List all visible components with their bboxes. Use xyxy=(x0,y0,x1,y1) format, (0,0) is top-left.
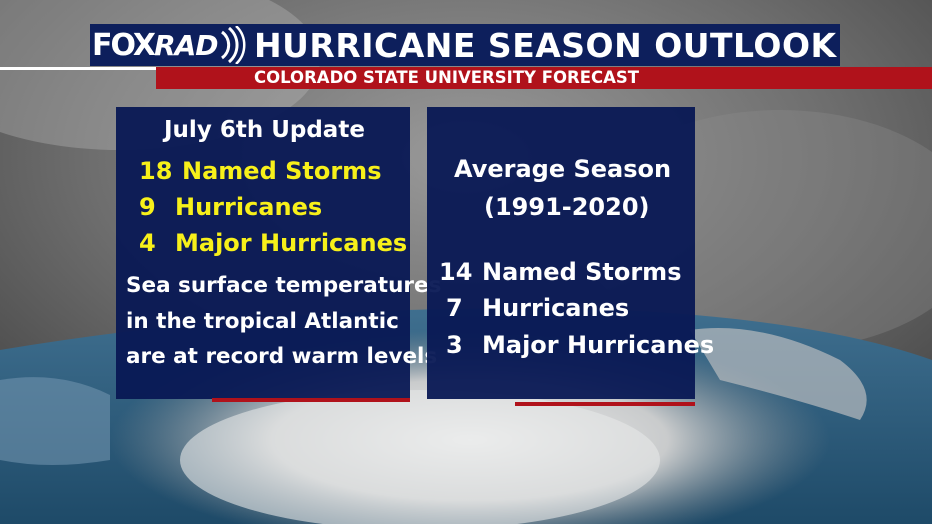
forecast-note-line: are at record warm levels xyxy=(126,344,438,369)
average-period: (1991-2020) xyxy=(484,193,650,221)
forecast-panel xyxy=(116,107,410,399)
average-hurricanes-value: 7 xyxy=(446,294,463,322)
logo-fox-text: FOX xyxy=(92,27,156,63)
forecast-named-storms-label: Named Storms xyxy=(182,157,382,185)
average-panel xyxy=(427,107,695,399)
average-heading: Average Season xyxy=(454,155,672,183)
forecast-named-storms-value: 18 xyxy=(139,157,173,185)
logo-rad-text: RAD xyxy=(154,28,218,62)
page-subtitle: COLORADO STATE UNIVERSITY FORECAST xyxy=(254,68,640,87)
forecast-major-hurricanes-value: 4 xyxy=(139,229,156,257)
subtitle-bar xyxy=(156,67,932,89)
foxrad-logo: FOX RAD xyxy=(92,26,254,64)
header-divider-line xyxy=(0,67,160,70)
forecast-major-hurricanes-label: Major Hurricanes xyxy=(175,229,408,257)
average-major-hurricanes-value: 3 xyxy=(446,331,463,359)
average-named-storms-label: Named Storms xyxy=(482,258,682,286)
forecast-note-line: in the tropical Atlantic xyxy=(126,309,399,334)
average-major-hurricanes-label: Major Hurricanes xyxy=(482,331,715,359)
page-title: HURRICANE SEASON OUTLOOK xyxy=(254,26,837,65)
forecast-hurricanes-value: 9 xyxy=(139,193,156,221)
forecast-note-line: Sea surface temperatures xyxy=(126,273,442,298)
forecast-heading: July 6th Update xyxy=(164,117,365,143)
forecast-hurricanes-label: Hurricanes xyxy=(175,193,323,221)
radar-waves-icon xyxy=(220,26,245,64)
average-hurricanes-label: Hurricanes xyxy=(482,294,630,322)
average-panel-accent xyxy=(515,402,695,406)
forecast-panel-accent xyxy=(212,398,410,402)
average-named-storms-value: 14 xyxy=(439,258,473,286)
title-bar xyxy=(90,24,840,66)
